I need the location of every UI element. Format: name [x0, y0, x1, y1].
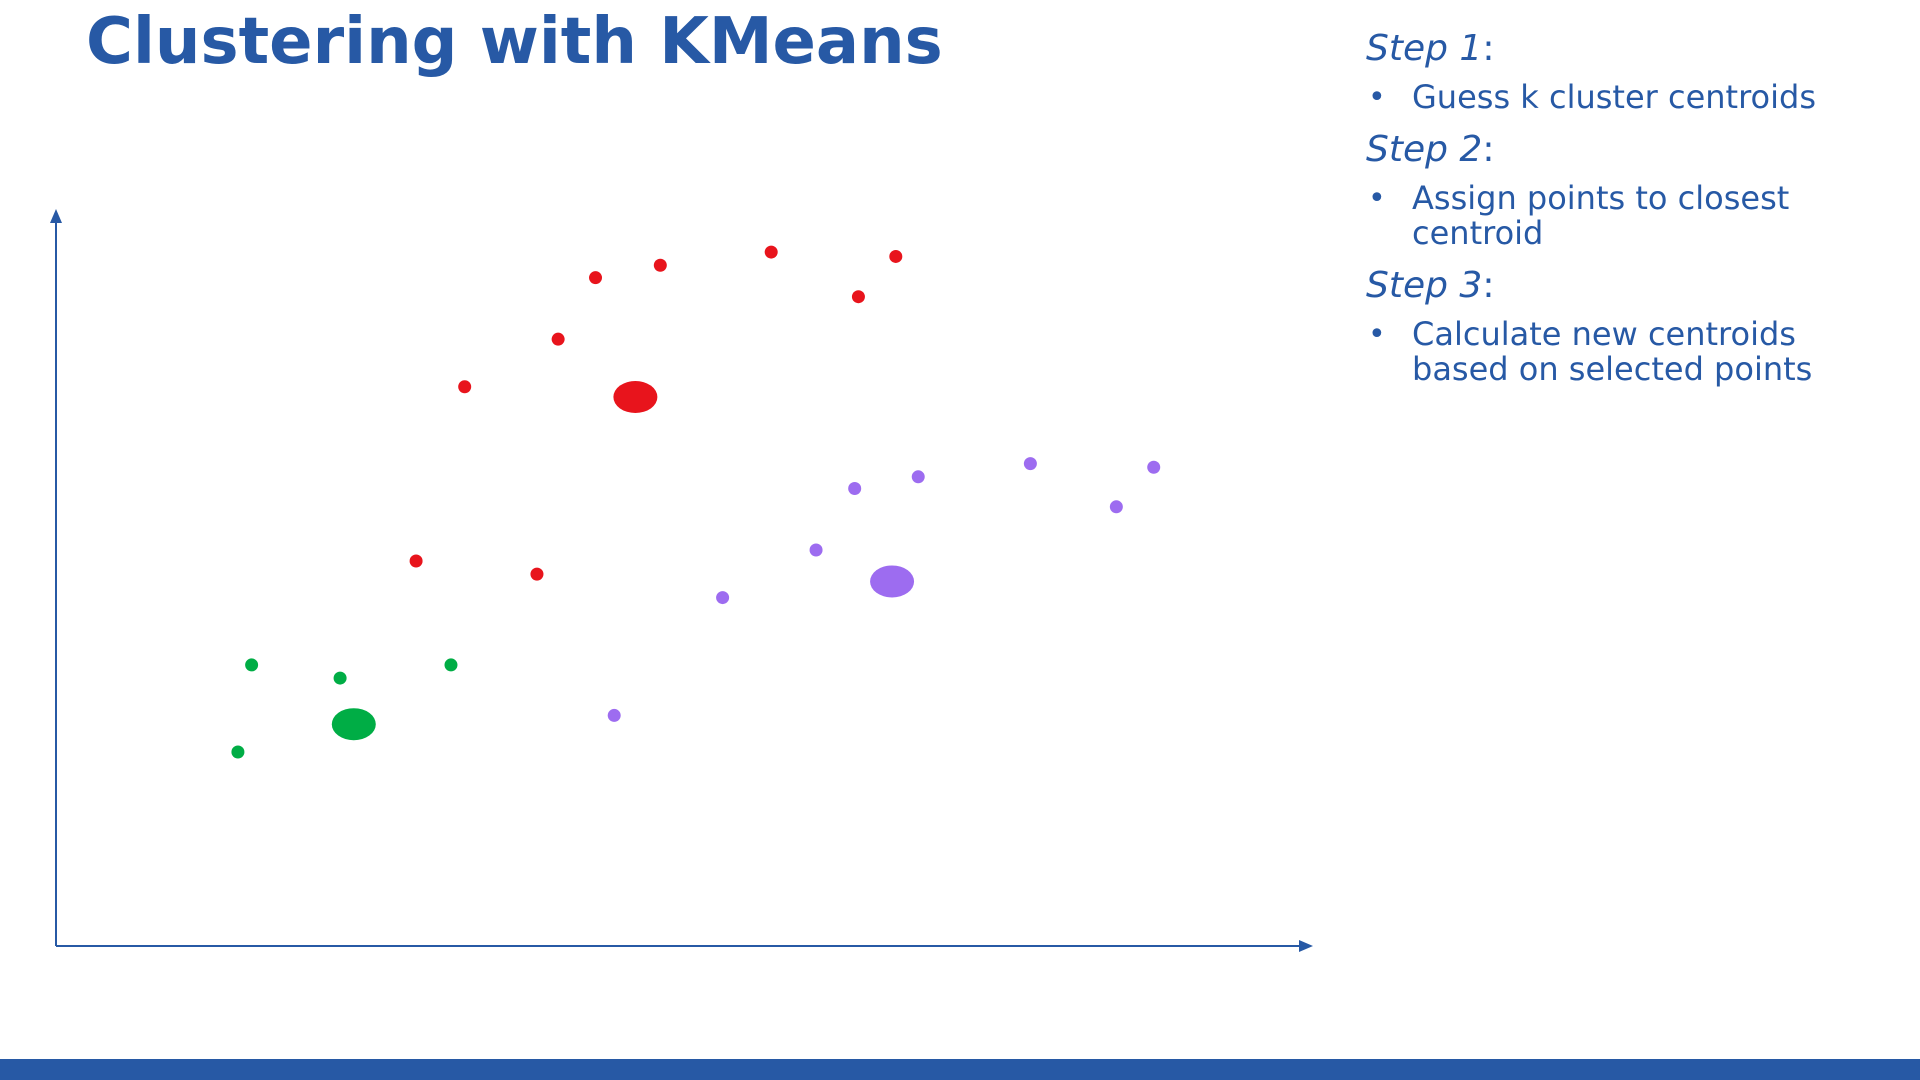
- data-point: [530, 567, 544, 581]
- bullet-dot-icon: •: [1368, 317, 1386, 352]
- step-heading: Step 2:: [1366, 127, 1886, 173]
- data-point: [889, 249, 903, 263]
- step-colon: :: [1482, 265, 1495, 306]
- step-label: Step 1: [1366, 28, 1483, 69]
- data-point: [333, 671, 347, 685]
- step-bullet-text: Guess k cluster centroids: [1412, 78, 1816, 116]
- arrow-right-icon: [1299, 940, 1313, 952]
- scatter-plot: [50, 209, 1313, 952]
- bullet-dot-icon: •: [1368, 181, 1386, 216]
- cluster-2: [607, 457, 1161, 722]
- steps-panel: Step 1: • Guess k cluster centroids Step…: [1366, 26, 1886, 399]
- step-label: Step 3: [1366, 265, 1483, 306]
- step-label: Step 2: [1366, 129, 1483, 170]
- data-point: [911, 470, 925, 484]
- cluster-marks: [231, 245, 1161, 759]
- step-bullet-text: Calculate new centroids based on selecte…: [1412, 315, 1813, 388]
- step-3: Step 3: • Calculate new centroids based …: [1366, 263, 1886, 387]
- centroid-marker: [613, 381, 658, 413]
- data-point: [851, 290, 865, 304]
- data-point: [809, 543, 823, 557]
- centroid-marker: [870, 565, 915, 598]
- data-point: [716, 591, 730, 605]
- data-point: [1023, 457, 1037, 471]
- step-bullet-item: • Assign points to closest centroid: [1366, 181, 1886, 251]
- data-point: [589, 271, 603, 285]
- arrow-up-icon: [50, 209, 62, 223]
- step-2: Step 2: • Assign points to closest centr…: [1366, 127, 1886, 251]
- cluster-3: [231, 658, 458, 759]
- axes: [50, 209, 1313, 952]
- step-colon: :: [1482, 28, 1495, 69]
- centroid-marker: [331, 708, 376, 741]
- page-title: Clustering with KMeans: [86, 5, 943, 79]
- step-bullet-item: • Guess k cluster centroids: [1366, 78, 1886, 116]
- bullet-dot-icon: •: [1368, 80, 1386, 115]
- footer-bar: [0, 1059, 1920, 1080]
- step-heading: Step 3:: [1366, 263, 1886, 309]
- step-bullet-text: Assign points to closest centroid: [1412, 179, 1790, 252]
- step-heading: Step 1:: [1366, 26, 1886, 72]
- data-point: [231, 745, 245, 759]
- data-point: [607, 708, 621, 722]
- data-point: [551, 332, 565, 346]
- data-point: [1109, 500, 1123, 514]
- data-point: [409, 554, 423, 568]
- data-point: [764, 245, 778, 259]
- data-point: [444, 658, 458, 672]
- cluster-1: [409, 245, 903, 581]
- data-point: [245, 658, 259, 672]
- data-point: [848, 482, 862, 495]
- data-point: [1147, 460, 1161, 474]
- data-point: [653, 258, 667, 272]
- data-point: [458, 380, 472, 394]
- step-1: Step 1: • Guess k cluster centroids: [1366, 26, 1886, 115]
- step-colon: :: [1482, 129, 1495, 170]
- step-bullet-item: • Calculate new centroids based on selec…: [1366, 317, 1886, 387]
